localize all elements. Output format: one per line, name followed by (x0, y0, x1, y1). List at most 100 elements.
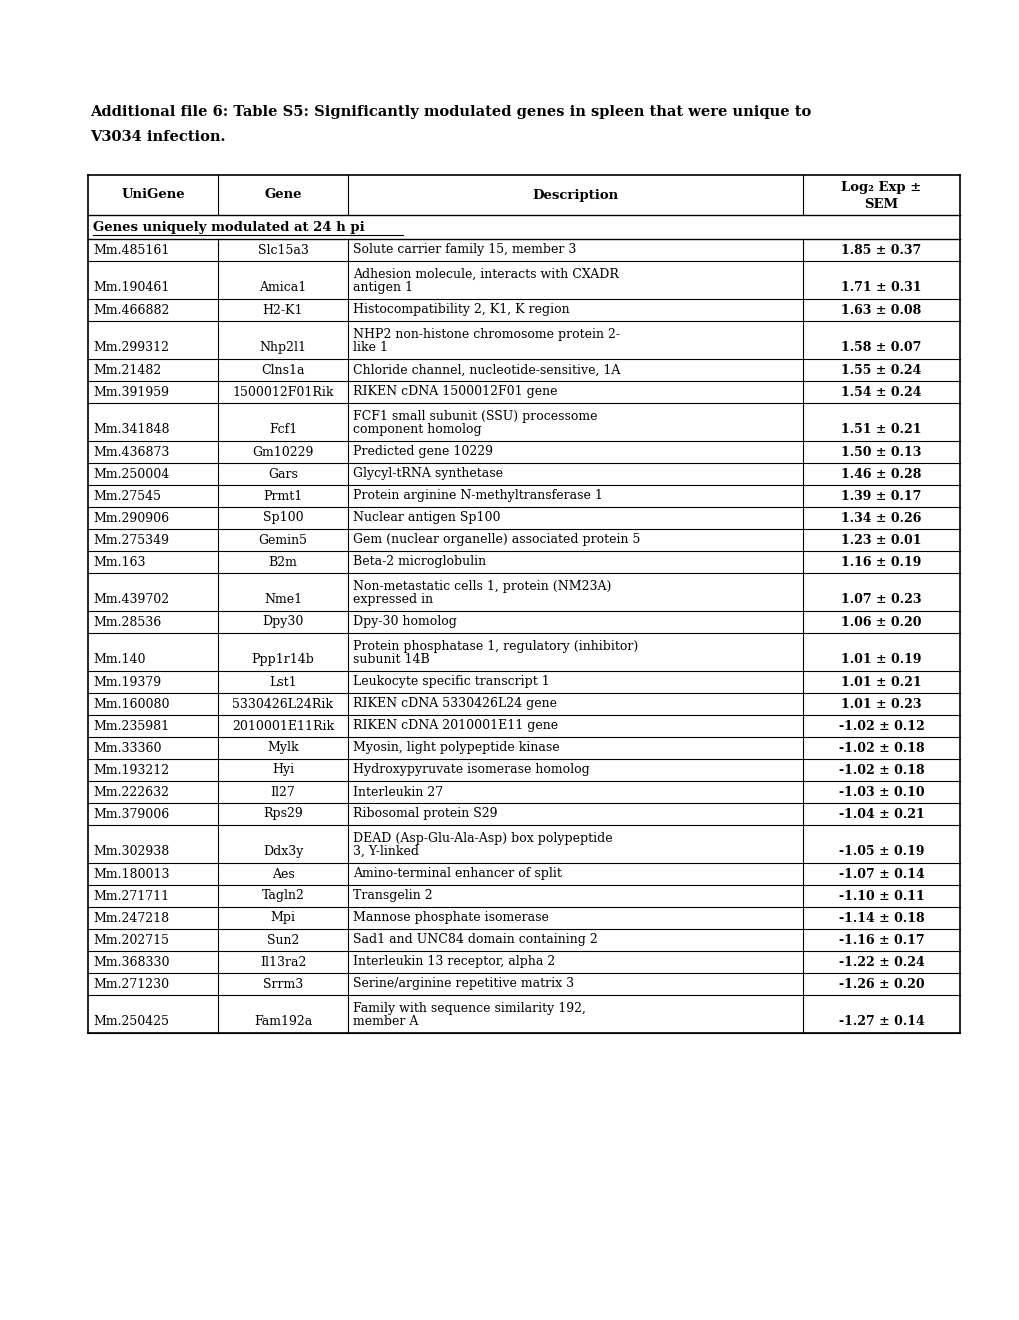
Text: -1.07 ± 0.14: -1.07 ± 0.14 (838, 867, 923, 880)
Text: Protein arginine N-methyltransferase 1: Protein arginine N-methyltransferase 1 (353, 490, 602, 503)
Text: 1.06 ± 0.20: 1.06 ± 0.20 (841, 615, 921, 628)
Text: Mm.271711: Mm.271711 (93, 890, 169, 903)
Text: -1.22 ± 0.24: -1.22 ± 0.24 (838, 956, 923, 969)
Text: Glycyl-tRNA synthetase: Glycyl-tRNA synthetase (353, 467, 502, 480)
Text: Slc15a3: Slc15a3 (258, 243, 308, 256)
Text: Mm.247218: Mm.247218 (93, 912, 169, 924)
Text: 1.01 ± 0.21: 1.01 ± 0.21 (841, 676, 921, 689)
Text: Log₂ Exp ±: Log₂ Exp ± (841, 181, 921, 194)
Text: -1.05 ± 0.19: -1.05 ± 0.19 (838, 845, 923, 858)
Text: Mpi: Mpi (270, 912, 296, 924)
Text: Mm.190461: Mm.190461 (93, 281, 169, 294)
Text: 1.51 ± 0.21: 1.51 ± 0.21 (841, 422, 921, 436)
Text: Dpy-30 homolog: Dpy-30 homolog (353, 615, 457, 628)
Text: 1.85 ± 0.37: 1.85 ± 0.37 (841, 243, 921, 256)
Text: Gemin5: Gemin5 (258, 533, 307, 546)
Text: Mm.222632: Mm.222632 (93, 785, 169, 799)
Text: Interleukin 13 receptor, alpha 2: Interleukin 13 receptor, alpha 2 (353, 956, 554, 969)
Text: Gm10229: Gm10229 (252, 446, 314, 458)
Text: Ppp1r14b: Ppp1r14b (252, 653, 314, 667)
Text: antigen 1: antigen 1 (353, 281, 413, 294)
Text: Sp100: Sp100 (263, 511, 303, 524)
Text: UniGene: UniGene (121, 189, 184, 202)
Text: Nme1: Nme1 (264, 593, 302, 606)
Text: H2-K1: H2-K1 (263, 304, 303, 317)
Text: Predicted gene 10229: Predicted gene 10229 (353, 446, 492, 458)
Text: Mm.379006: Mm.379006 (93, 808, 169, 821)
Text: Nuclear antigen Sp100: Nuclear antigen Sp100 (353, 511, 500, 524)
Text: 1.55 ± 0.24: 1.55 ± 0.24 (841, 363, 921, 376)
Text: Solute carrier family 15, member 3: Solute carrier family 15, member 3 (353, 243, 576, 256)
Text: -1.02 ± 0.12: -1.02 ± 0.12 (838, 719, 923, 733)
Text: Mm.160080: Mm.160080 (93, 697, 169, 710)
Text: Interleukin 27: Interleukin 27 (353, 785, 442, 799)
Text: Mm.341848: Mm.341848 (93, 422, 169, 436)
Text: -1.27 ± 0.14: -1.27 ± 0.14 (838, 1015, 923, 1028)
Text: Hyi: Hyi (272, 763, 293, 776)
Text: Protein phosphatase 1, regulatory (inhibitor): Protein phosphatase 1, regulatory (inhib… (353, 640, 638, 653)
Text: Nhp2l1: Nhp2l1 (259, 341, 306, 354)
Text: 1.34 ± 0.26: 1.34 ± 0.26 (841, 511, 921, 524)
Text: Mm.21482: Mm.21482 (93, 363, 161, 376)
Text: Mm.28536: Mm.28536 (93, 615, 161, 628)
Text: B2m: B2m (268, 556, 298, 569)
Text: Myosin, light polypeptide kinase: Myosin, light polypeptide kinase (353, 742, 559, 755)
Text: 1.50 ± 0.13: 1.50 ± 0.13 (841, 446, 921, 458)
Text: Ribosomal protein S29: Ribosomal protein S29 (353, 808, 497, 821)
Text: 1.54 ± 0.24: 1.54 ± 0.24 (841, 385, 921, 399)
Text: Mm.299312: Mm.299312 (93, 341, 169, 354)
Text: 5330426L24Rik: 5330426L24Rik (232, 697, 333, 710)
Text: 1.71 ± 0.31: 1.71 ± 0.31 (841, 281, 921, 294)
Text: Fcf1: Fcf1 (269, 422, 297, 436)
Text: Chloride channel, nucleotide-sensitive, 1A: Chloride channel, nucleotide-sensitive, … (353, 363, 620, 376)
Text: Mm.290906: Mm.290906 (93, 511, 169, 524)
Text: DEAD (Asp-Glu-Ala-Asp) box polypeptide: DEAD (Asp-Glu-Ala-Asp) box polypeptide (353, 832, 612, 845)
Text: Description: Description (532, 189, 618, 202)
Text: Lst1: Lst1 (269, 676, 297, 689)
Text: -1.03 ± 0.10: -1.03 ± 0.10 (838, 785, 923, 799)
Text: 1.16 ± 0.19: 1.16 ± 0.19 (841, 556, 921, 569)
Text: Mm.250425: Mm.250425 (93, 1015, 169, 1028)
Text: Il27: Il27 (270, 785, 296, 799)
Text: Mm.436873: Mm.436873 (93, 446, 169, 458)
Text: Beta-2 microglobulin: Beta-2 microglobulin (353, 556, 486, 569)
Text: -1.04 ± 0.21: -1.04 ± 0.21 (838, 808, 923, 821)
Text: Mm.391959: Mm.391959 (93, 385, 169, 399)
Text: Gem (nuclear organelle) associated protein 5: Gem (nuclear organelle) associated prote… (353, 533, 640, 546)
Text: like 1: like 1 (353, 341, 387, 354)
Text: subunit 14B: subunit 14B (353, 653, 429, 667)
Text: Tagln2: Tagln2 (261, 890, 304, 903)
Text: -1.02 ± 0.18: -1.02 ± 0.18 (838, 763, 923, 776)
Text: Fam192a: Fam192a (254, 1015, 312, 1028)
Text: Gars: Gars (268, 467, 298, 480)
Text: Mm.180013: Mm.180013 (93, 867, 169, 880)
Text: Histocompatibility 2, K1, K region: Histocompatibility 2, K1, K region (353, 304, 569, 317)
Text: 2010001E11Rik: 2010001E11Rik (231, 719, 334, 733)
Text: Ddx3y: Ddx3y (263, 845, 303, 858)
Text: Mm.485161: Mm.485161 (93, 243, 169, 256)
Text: RIKEN cDNA 5330426L24 gene: RIKEN cDNA 5330426L24 gene (353, 697, 556, 710)
Text: -1.26 ± 0.20: -1.26 ± 0.20 (838, 978, 923, 990)
Text: Mm.439702: Mm.439702 (93, 593, 169, 606)
Text: Sad1 and UNC84 domain containing 2: Sad1 and UNC84 domain containing 2 (353, 933, 597, 946)
Text: Sun2: Sun2 (267, 933, 299, 946)
Text: Dpy30: Dpy30 (262, 615, 304, 628)
Text: Mylk: Mylk (267, 742, 299, 755)
Text: Family with sequence similarity 192,: Family with sequence similarity 192, (353, 1002, 585, 1015)
Text: 3, Y-linked: 3, Y-linked (353, 845, 419, 858)
Text: Gene: Gene (264, 189, 302, 202)
Text: Mm.235981: Mm.235981 (93, 719, 169, 733)
Text: 1.01 ± 0.19: 1.01 ± 0.19 (841, 653, 921, 667)
Text: Mm.202715: Mm.202715 (93, 933, 169, 946)
Text: Mannose phosphate isomerase: Mannose phosphate isomerase (353, 912, 548, 924)
Text: Mm.466882: Mm.466882 (93, 304, 169, 317)
Text: Mm.163: Mm.163 (93, 556, 146, 569)
Text: member A: member A (353, 1015, 418, 1028)
Text: SEM: SEM (863, 198, 898, 210)
Text: Mm.27545: Mm.27545 (93, 490, 161, 503)
Text: 1.46 ± 0.28: 1.46 ± 0.28 (841, 467, 921, 480)
Text: RIKEN cDNA 2010001E11 gene: RIKEN cDNA 2010001E11 gene (353, 719, 557, 733)
Text: Amino-terminal enhancer of split: Amino-terminal enhancer of split (353, 867, 561, 880)
Text: Srrm3: Srrm3 (263, 978, 303, 990)
Text: Mm.140: Mm.140 (93, 653, 146, 667)
